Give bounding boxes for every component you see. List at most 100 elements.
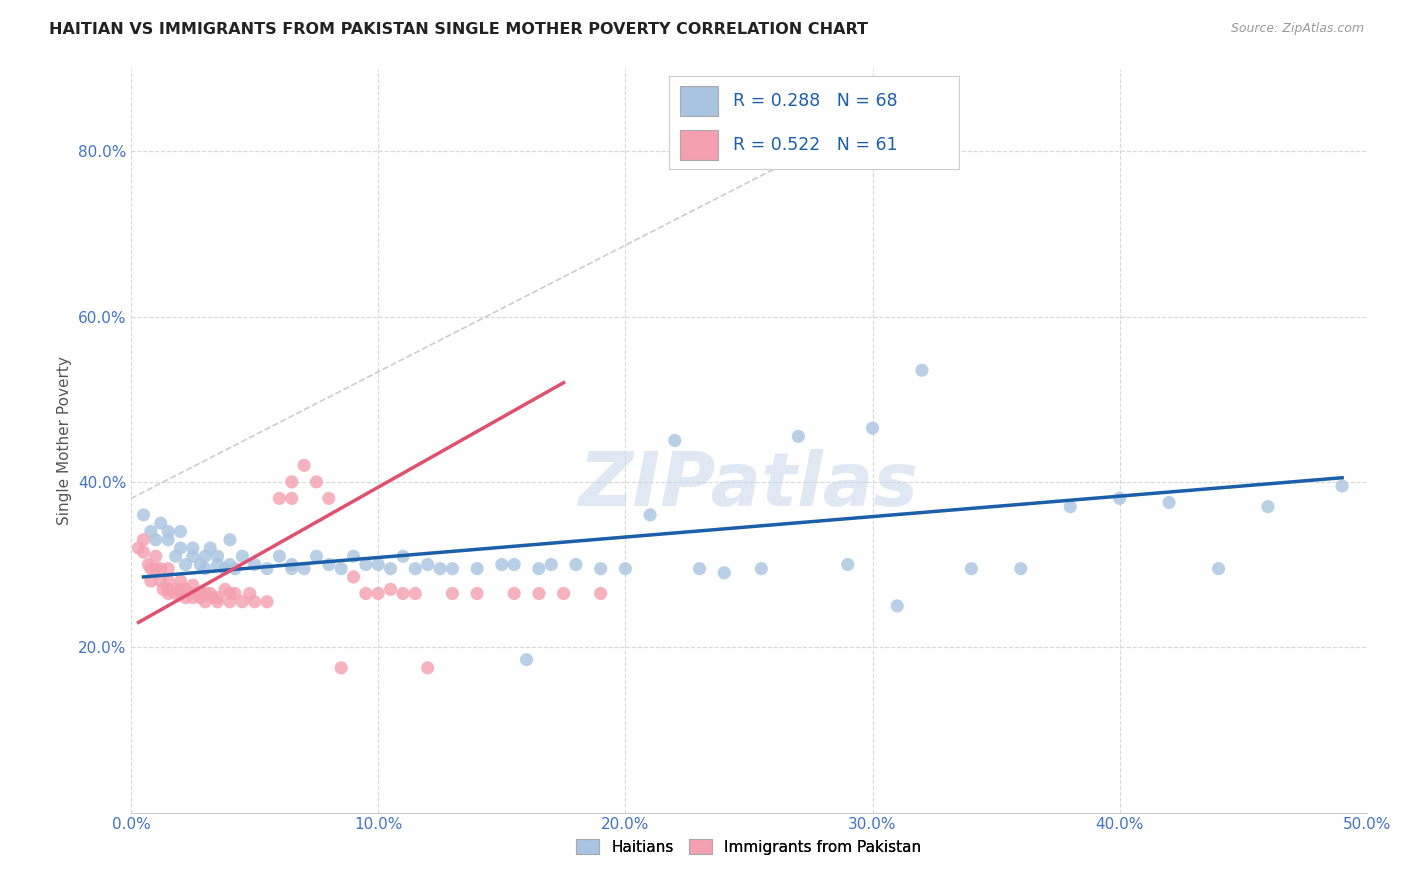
Point (465, 562, 488, 576)
Point (145, 549, 167, 564)
Point (380, 582, 402, 597)
Point (188, 591, 211, 605)
Point (1010, 562, 1032, 576)
Point (219, 595, 242, 609)
Point (174, 591, 197, 605)
Point (1331, 479, 1354, 493)
Point (157, 574, 180, 588)
Point (145, 562, 167, 576)
Point (219, 558, 242, 572)
Point (491, 558, 513, 572)
Point (553, 586, 575, 600)
Point (1108, 491, 1130, 506)
Point (207, 558, 229, 572)
Point (354, 586, 377, 600)
Point (139, 524, 162, 539)
Point (503, 586, 526, 600)
Point (305, 475, 328, 489)
Point (207, 595, 229, 609)
Point (139, 562, 162, 576)
Point (503, 558, 526, 572)
Point (181, 591, 204, 605)
Point (589, 586, 612, 600)
Point (638, 508, 661, 522)
Point (256, 562, 278, 576)
Point (318, 491, 340, 506)
Point (330, 661, 353, 675)
Point (198, 541, 221, 555)
Point (243, 595, 266, 609)
Point (188, 558, 211, 572)
Point (214, 562, 236, 576)
Point (886, 599, 908, 613)
Point (1059, 500, 1081, 514)
Point (169, 541, 191, 555)
Point (231, 595, 253, 609)
Point (787, 429, 810, 443)
Point (224, 586, 246, 600)
Y-axis label: Single Mother Poverty: Single Mother Poverty (58, 356, 72, 525)
Point (664, 434, 686, 448)
Point (305, 549, 328, 564)
Point (138, 558, 160, 572)
Point (280, 491, 302, 506)
Point (416, 661, 439, 675)
Point (128, 541, 150, 555)
Point (181, 541, 204, 555)
Point (145, 533, 167, 547)
Point (181, 549, 204, 564)
Point (280, 562, 302, 576)
Point (157, 582, 180, 597)
Point (149, 574, 172, 588)
Point (239, 586, 262, 600)
Point (149, 516, 172, 531)
Point (713, 566, 735, 580)
Point (157, 562, 180, 576)
Point (367, 586, 389, 600)
Text: ZIPatlas: ZIPatlas (579, 449, 920, 522)
Text: Source: ZipAtlas.com: Source: ZipAtlas.com (1230, 22, 1364, 36)
Point (280, 475, 302, 489)
Point (132, 533, 155, 547)
Point (174, 558, 197, 572)
Point (429, 562, 451, 576)
Point (219, 533, 242, 547)
Point (174, 582, 197, 597)
Point (367, 558, 389, 572)
Point (292, 458, 315, 473)
Point (139, 574, 162, 588)
Point (465, 586, 488, 600)
Point (911, 363, 934, 377)
Point (201, 591, 224, 605)
Point (404, 562, 426, 576)
Point (689, 562, 711, 576)
Point (269, 549, 291, 564)
Point (165, 549, 187, 564)
Point (231, 549, 253, 564)
Point (342, 570, 364, 584)
Point (194, 562, 217, 576)
Point (441, 586, 464, 600)
Point (149, 562, 172, 576)
Point (169, 574, 191, 588)
Point (960, 562, 983, 576)
Point (181, 578, 204, 592)
Point (152, 582, 174, 597)
Point (862, 421, 884, 435)
Point (157, 533, 180, 547)
Point (404, 586, 426, 600)
Point (165, 582, 187, 597)
Point (157, 586, 180, 600)
Point (269, 491, 291, 506)
Point (165, 586, 187, 600)
Point (527, 562, 550, 576)
Point (157, 524, 180, 539)
Point (194, 586, 217, 600)
Point (181, 586, 204, 600)
Point (169, 524, 191, 539)
Point (169, 582, 191, 597)
Point (1257, 500, 1279, 514)
Point (342, 549, 364, 564)
Point (416, 558, 439, 572)
Point (837, 558, 859, 572)
